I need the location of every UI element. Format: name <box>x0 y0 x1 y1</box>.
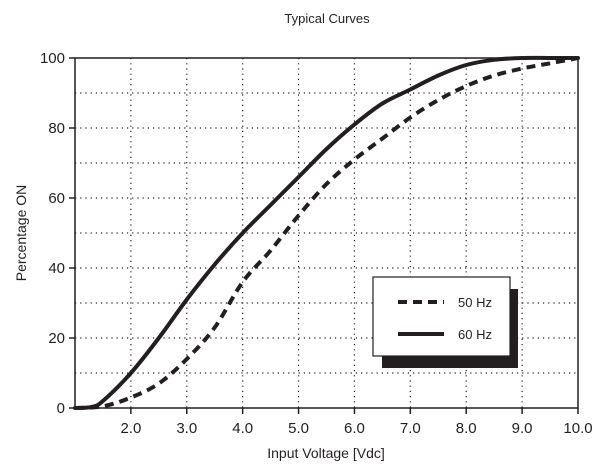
legend-label: 50 Hz <box>458 295 492 310</box>
plot-area-frame <box>74 57 579 409</box>
x-tick-label: 10.0 <box>563 420 592 437</box>
y-tick-label: 40 <box>48 260 65 277</box>
x-tick-label: 6.0 <box>344 420 365 437</box>
legend-label: 60 Hz <box>458 327 492 342</box>
x-tick-label: 7.0 <box>400 420 421 437</box>
y-tick-label: 100 <box>40 50 65 67</box>
x-tick-label: 5.0 <box>288 420 309 437</box>
legend: 50 Hz 60 Hz <box>372 276 518 368</box>
x-axis-title: Input Voltage [Vdc] <box>267 445 385 461</box>
y-axis-title: Percentage ON <box>13 185 29 282</box>
series-line-50-hz <box>74 56 579 410</box>
x-axis-ticks: 2.0 3.0 4.0 5.0 6.0 7.0 8.0 9.0 10.0 <box>120 408 593 437</box>
y-tick-label: 0 <box>57 400 65 417</box>
chart-title: Typical Curves <box>284 11 370 26</box>
series-line-60-hz <box>73 55 580 410</box>
y-tick-label: 60 <box>48 190 65 207</box>
series-lines <box>73 55 580 410</box>
y-tick-label: 80 <box>48 120 65 137</box>
x-tick-label: 2.0 <box>120 420 141 437</box>
x-tick-label: 4.0 <box>232 420 253 437</box>
x-tick-label: 3.0 <box>176 420 197 437</box>
x-tick-label: 8.0 <box>456 420 477 437</box>
y-tick-label: 20 <box>48 330 65 347</box>
x-tick-label: 9.0 <box>512 420 533 437</box>
y-axis-ticks: 0 20 40 60 80 100 <box>40 50 75 417</box>
legend-box <box>372 276 511 357</box>
